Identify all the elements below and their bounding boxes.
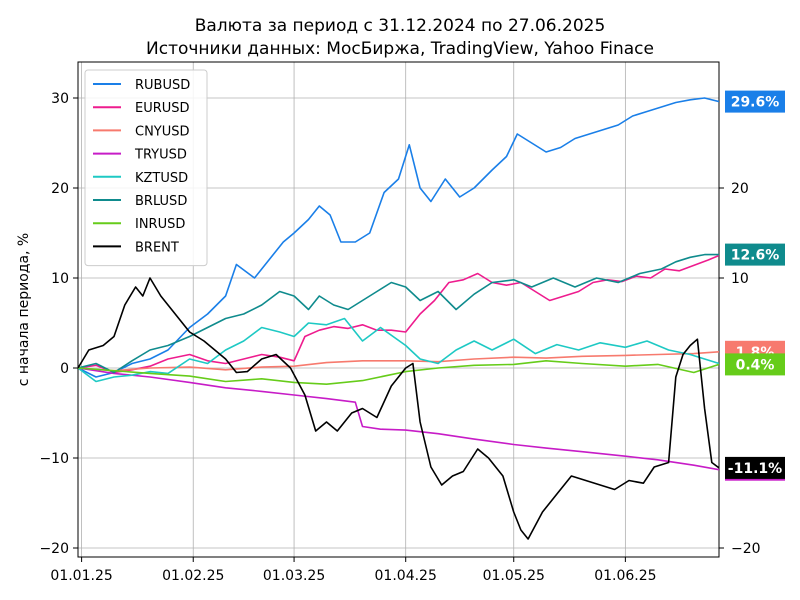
end-label-badge (725, 456, 785, 479)
chart-subtitle: Источники данных: МосБиржа, TradingView,… (146, 39, 654, 59)
series-line-kztusd (78, 317, 719, 383)
x-tick-label: 01.01.25 (50, 568, 112, 584)
chart-title: Валюта за период с 31.12.2024 по 27.06.2… (195, 16, 606, 36)
end-label-text: 0.4% (736, 357, 775, 373)
end-label-text: -11.1% (728, 461, 782, 477)
y-right-tick-label: 20 (731, 181, 749, 197)
end-label-brlusd: 12.6% (725, 243, 785, 266)
series-line-inrusd (78, 359, 719, 386)
legend-label-eurusd: EURUSD (135, 101, 190, 116)
end-label-badge (725, 353, 785, 376)
end-label-rubusd: 29.6% (725, 90, 785, 113)
legend-label-inrusd: INRUSD (135, 217, 185, 232)
y-axis-label: с начала периода, % (16, 233, 32, 387)
legend-label-brent: BRENT (135, 240, 179, 255)
y-right-tick-label: 10 (731, 271, 749, 287)
series-line-cnyusd (78, 351, 719, 372)
x-tick-label: 01.02.25 (162, 568, 224, 584)
y-tick-label: 20 (51, 181, 69, 197)
series-line-tryusd (78, 367, 719, 471)
x-tick-label: 01.06.25 (594, 568, 656, 584)
end-label-inrusd: 0.4% (725, 353, 785, 376)
x-tick-label: 01.04.25 (375, 568, 437, 584)
y-tick-label: 10 (51, 271, 69, 287)
legend-label-kztusd: KZTUSD (135, 171, 188, 186)
legend-box (84, 69, 208, 267)
legend-label-rubusd: RUBUSD (135, 78, 190, 93)
y-tick-label: −20 (39, 541, 69, 557)
end-label-badge (725, 90, 785, 113)
end-label-text: 29.6% (731, 95, 780, 111)
end-label-brent: -11.1% (725, 456, 785, 479)
x-tick-label: 01.03.25 (263, 568, 325, 584)
series-line-rubusd (78, 97, 719, 378)
y-tick-label: 30 (51, 91, 69, 107)
legend-label-tryusd: TRYUSD (134, 148, 187, 163)
y-tick-label: 0 (60, 361, 69, 377)
end-label-badge (725, 243, 785, 266)
end-label-text: 12.6% (731, 248, 780, 264)
legend-label-cnyusd: CNYUSD (135, 124, 190, 139)
series-line-brent (78, 277, 719, 540)
legend: RUBUSD EURUSD CNYUSD TRYUSD KZTUSD BRLUSD INRU… (84, 69, 208, 267)
series-group (78, 97, 719, 540)
series-line-brlusd (78, 253, 719, 374)
plot-frame (77, 61, 720, 558)
y-tick-label: −10 (39, 451, 69, 467)
legend-label-brlusd: BRLUSD (135, 194, 187, 209)
y-right-tick-label: −20 (731, 541, 761, 557)
x-tick-label: 01.05.25 (483, 568, 545, 584)
